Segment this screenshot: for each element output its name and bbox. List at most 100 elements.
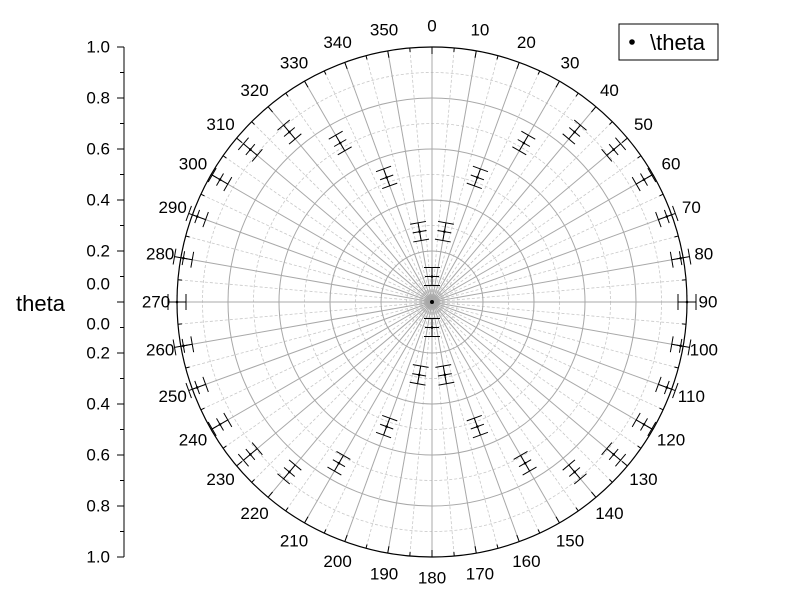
angle-tick [251, 479, 255, 483]
angle-tick-label: 170 [466, 564, 494, 583]
angle-tick-label: 30 [561, 53, 580, 72]
radial-tick-label: 0.0 [86, 315, 110, 334]
angle-tick [637, 445, 642, 449]
major-spoke [431, 80, 560, 303]
minor-spoke [323, 70, 433, 303]
angle-tick-label: 130 [629, 470, 657, 489]
minor-spoke [431, 301, 664, 411]
angle-tick [496, 544, 499, 549]
angle-tick-label: 340 [323, 33, 351, 52]
minor-spoke [431, 55, 499, 303]
angle-tick [185, 366, 190, 369]
angle-tick-label: 150 [556, 532, 584, 551]
minor-spoke [222, 155, 433, 303]
data-point [207, 412, 233, 437]
radial-tick-label: 0.2 [86, 344, 110, 363]
data-series [167, 119, 697, 485]
minor-spoke [285, 92, 433, 303]
minor-spoke [431, 47, 455, 303]
angle-tick [537, 70, 541, 75]
minor-spoke [185, 235, 433, 303]
minor-spoke [431, 301, 679, 369]
major-spoke [387, 50, 433, 303]
minor-spoke [431, 301, 613, 483]
minor-spoke [431, 235, 679, 303]
angle-tick [285, 92, 289, 97]
minor-spoke [431, 301, 642, 449]
minor-spoke [431, 301, 541, 534]
data-point [424, 318, 440, 337]
minor-spoke [431, 301, 455, 557]
major-spoke [304, 80, 433, 303]
angle-tick [674, 366, 679, 369]
angle-tick [323, 529, 327, 534]
angle-tick [285, 507, 289, 512]
radial-tick-label: 1.0 [86, 38, 110, 57]
angle-tick-label: 80 [694, 245, 713, 264]
data-point [669, 336, 692, 356]
angle-tick-label: 200 [323, 552, 351, 571]
data-point [631, 412, 657, 437]
major-spoke [192, 214, 433, 303]
minor-spoke [365, 301, 433, 549]
data-point [185, 205, 209, 228]
angle-tick-label: 50 [634, 115, 653, 134]
minor-spoke [431, 301, 579, 512]
angle-tick [304, 80, 309, 88]
major-spoke [431, 137, 628, 303]
angle-tick-label: 90 [699, 293, 718, 312]
data-point [277, 459, 302, 485]
angle-tick [555, 516, 560, 524]
data-point [375, 165, 398, 190]
data-point [434, 220, 454, 243]
angle-tick [575, 507, 579, 512]
angle-tick [659, 407, 664, 411]
angle-tick-label: 280 [146, 245, 174, 264]
data-point [409, 364, 429, 386]
data-point [677, 294, 697, 310]
radial-tick-label: 0.6 [86, 140, 110, 159]
angle-tick [659, 193, 664, 197]
radial-tick-label: 0.8 [86, 497, 110, 516]
angle-tick [555, 80, 560, 88]
angle-tick-label: 290 [158, 198, 186, 217]
minor-spoke [222, 301, 433, 449]
angle-tick-label: 270 [142, 293, 170, 312]
angle-tick-label: 190 [370, 564, 398, 583]
legend-entry: \theta [650, 30, 706, 55]
angle-tick-label: 140 [595, 504, 623, 523]
major-spoke [431, 174, 654, 303]
angle-tick [365, 55, 368, 60]
angle-tick-label: 60 [662, 155, 681, 174]
angle-tick-label: 0 [427, 17, 436, 36]
data-point [424, 267, 440, 286]
data-point [466, 414, 489, 439]
radial-axis: 1.0 0.8 0.6 0.4 0.2 0.0 0.0 0.2 0.4 0.6 0.8 1.0 [86, 38, 125, 567]
angle-tick [575, 92, 579, 97]
minor-spoke [431, 70, 541, 303]
angle-tick [267, 106, 273, 113]
angle-tick-label: 210 [280, 532, 308, 551]
angle-tick [674, 235, 679, 238]
minor-spoke [285, 301, 433, 512]
angle-tick [200, 193, 205, 197]
angle-tick [222, 445, 227, 449]
legend-box [618, 23, 719, 61]
angle-tick-label: 10 [470, 21, 489, 40]
angle-tick [637, 155, 642, 159]
major-spoke [236, 137, 433, 303]
angle-tick-label: 160 [512, 552, 540, 571]
data-point [237, 442, 263, 467]
minor-spoke [431, 301, 499, 549]
angle-tick [323, 70, 327, 75]
data-point [327, 450, 351, 476]
radial-tick-label: 1.0 [86, 548, 110, 567]
polar-grid [176, 46, 688, 558]
angle-tick-label: 300 [179, 155, 207, 174]
data-point [466, 165, 489, 190]
major-spoke [387, 301, 433, 554]
minor-spoke [431, 193, 664, 303]
minor-spoke [200, 193, 433, 303]
angle-tick-label: 40 [600, 81, 619, 100]
